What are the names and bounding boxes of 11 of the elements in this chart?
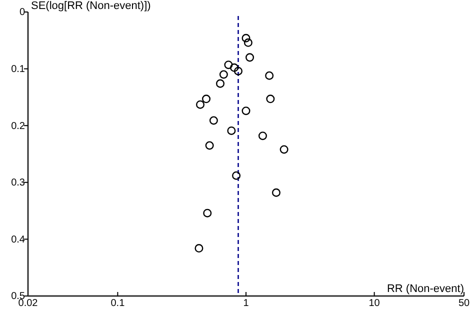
y-axis-title: SE(log[RR (Non-event)]) xyxy=(31,0,151,12)
y-tick-label: 0.1 xyxy=(11,64,26,75)
y-tick-label: 0 xyxy=(19,7,26,18)
y-tick-label: 0.3 xyxy=(11,178,26,189)
x-tick-label: 50 xyxy=(458,298,470,309)
x-tick-label: 1 xyxy=(243,298,250,309)
x-tick-label: 0.1 xyxy=(110,298,126,309)
x-tick-label: 10 xyxy=(368,298,380,309)
x-axis-title: RR (Non-event) xyxy=(386,283,464,295)
y-tick-label: 0.4 xyxy=(11,234,26,246)
y-tick-label: 0.2 xyxy=(11,120,26,132)
